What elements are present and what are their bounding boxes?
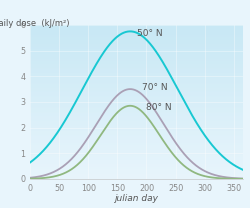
Text: 80° N: 80° N	[146, 103, 172, 112]
Text: 70° N: 70° N	[142, 83, 168, 92]
X-axis label: julian day: julian day	[114, 194, 158, 203]
Text: Daily dose  (kJ/m²): Daily dose (kJ/m²)	[0, 19, 69, 28]
Text: 50° N: 50° N	[136, 30, 162, 38]
